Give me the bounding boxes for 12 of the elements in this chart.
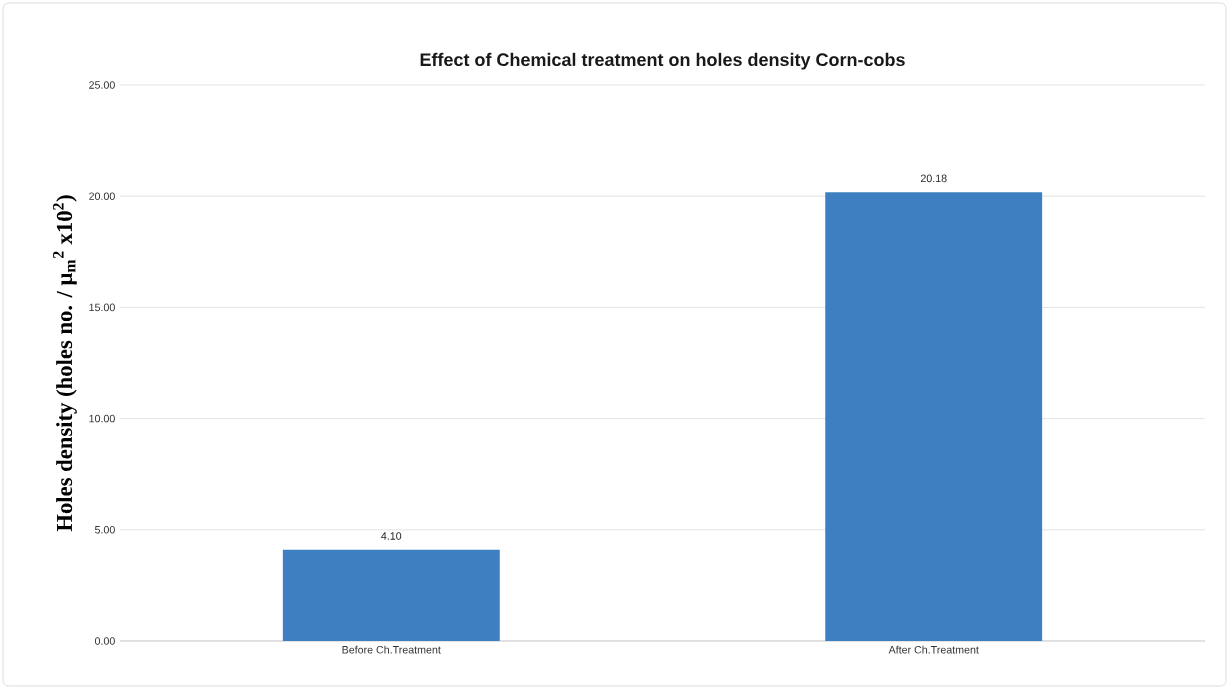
y-axis-title: Holes density (holes no. / μ$_{m}$$^{2}$ x10$^{2}$) bbox=[53, 195, 77, 532]
y-tick-label: 25.00 bbox=[89, 81, 115, 89]
data-label: 20.18 bbox=[920, 174, 947, 183]
y-tick-label: 0.00 bbox=[94, 637, 115, 645]
x-tick-label: Before Ch.Treatment bbox=[342, 645, 441, 654]
y-tick-label: 10.00 bbox=[89, 414, 115, 423]
y-tick-label: 5.00 bbox=[94, 526, 115, 534]
y-tick-label: 15.00 bbox=[89, 303, 115, 312]
y-tick-label: 20.00 bbox=[89, 192, 115, 200]
x-tick-label: After Ch.Treatment bbox=[888, 645, 979, 654]
data-label: 4.10 bbox=[381, 532, 402, 540]
chart-title: Effect of Chemical treatment on holes density Corn-cobs bbox=[420, 52, 905, 70]
